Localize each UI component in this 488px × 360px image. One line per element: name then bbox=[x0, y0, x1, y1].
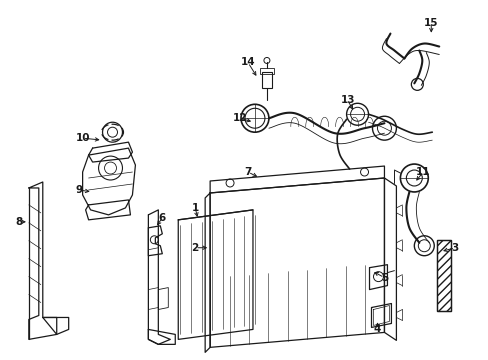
Text: 13: 13 bbox=[340, 95, 354, 105]
Text: 15: 15 bbox=[423, 18, 438, 28]
Text: 6: 6 bbox=[159, 213, 165, 223]
Text: 7: 7 bbox=[244, 167, 251, 177]
Text: 4: 4 bbox=[373, 324, 380, 334]
Bar bbox=[260, 68, 273, 75]
Text: 5: 5 bbox=[380, 273, 387, 283]
Bar bbox=[262, 72, 271, 88]
Bar bbox=[436, 240, 450, 311]
Text: 9: 9 bbox=[75, 185, 82, 195]
Text: 8: 8 bbox=[15, 217, 22, 227]
Bar bbox=[436, 240, 450, 311]
Text: 14: 14 bbox=[240, 58, 255, 67]
Text: 2: 2 bbox=[191, 243, 199, 253]
Text: 3: 3 bbox=[450, 243, 458, 253]
Text: 1: 1 bbox=[191, 203, 199, 213]
Text: 11: 11 bbox=[415, 167, 429, 177]
Text: 12: 12 bbox=[232, 113, 247, 123]
Text: 10: 10 bbox=[75, 133, 90, 143]
